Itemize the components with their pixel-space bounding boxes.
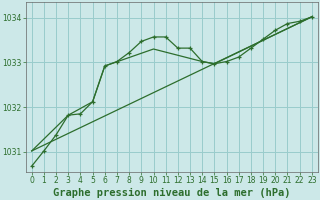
X-axis label: Graphe pression niveau de la mer (hPa): Graphe pression niveau de la mer (hPa) bbox=[53, 188, 291, 198]
